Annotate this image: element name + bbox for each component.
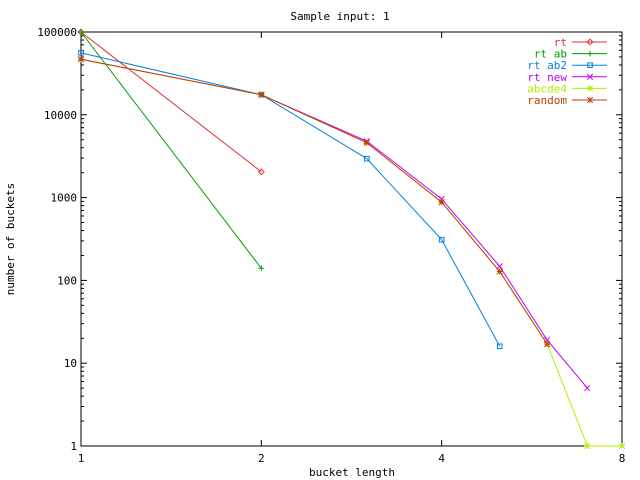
legend-label: abcde4 xyxy=(527,82,567,95)
legend-label: rt xyxy=(554,36,567,49)
x-axis-label: bucket length xyxy=(309,466,395,479)
legend-marker xyxy=(586,38,594,46)
data-point xyxy=(258,91,265,98)
legend-label: rt ab xyxy=(534,48,567,61)
data-point-stroke xyxy=(77,55,85,63)
legend-marker xyxy=(587,62,593,69)
data-point-stroke xyxy=(496,268,503,275)
legend-label: rt new xyxy=(527,71,567,84)
series-rt-new xyxy=(77,55,591,392)
series-line xyxy=(80,58,548,345)
series-rt xyxy=(77,28,265,176)
data-point-stroke xyxy=(258,91,265,98)
y-axis-label: number of buckets xyxy=(4,183,17,296)
data-point xyxy=(77,55,85,63)
data-point xyxy=(584,442,591,450)
data-point xyxy=(496,343,503,350)
data-point-stroke xyxy=(584,442,591,450)
data-point-shape xyxy=(364,155,370,162)
series-line xyxy=(80,31,262,269)
series-random xyxy=(77,55,551,348)
legend-label: rt ab2 xyxy=(527,59,567,72)
series-line xyxy=(80,31,262,173)
data-point xyxy=(364,155,370,162)
y-tick-label: 1 xyxy=(70,440,77,453)
data-point-stroke xyxy=(618,442,626,450)
y-tick-label: 100000 xyxy=(37,26,77,39)
data-point-shape xyxy=(78,50,84,56)
data-point-shape xyxy=(438,236,445,243)
data-point-stroke xyxy=(363,139,370,146)
series-line xyxy=(80,58,588,389)
legend-marker-shape xyxy=(587,62,593,69)
legend-marker-stroke xyxy=(586,85,594,92)
x-tick-label: 8 xyxy=(619,452,626,465)
legend-marker xyxy=(586,85,594,92)
legend-marker xyxy=(586,96,594,104)
x-tick-label: 4 xyxy=(438,452,445,465)
plot-frame xyxy=(80,31,623,447)
legend-marker-stroke xyxy=(586,73,594,80)
data-point xyxy=(257,168,265,176)
data-point xyxy=(584,384,591,392)
x-tick-label: 1 xyxy=(78,452,85,465)
legend-marker-stroke xyxy=(586,96,594,104)
data-point xyxy=(618,442,626,450)
series-abcde4 xyxy=(77,55,626,450)
data-point xyxy=(544,340,551,348)
data-point-shape xyxy=(496,343,503,350)
x-tick-label: 2 xyxy=(258,452,265,465)
chart-title: Sample input: 1 xyxy=(290,10,389,23)
data-point xyxy=(438,199,445,206)
series-group xyxy=(77,28,626,450)
data-point xyxy=(496,263,503,270)
y-tick-label: 1000 xyxy=(51,192,78,205)
series-line xyxy=(80,52,501,347)
legend-marker xyxy=(586,73,594,80)
y-tick-label: 100 xyxy=(57,274,77,287)
y-tick-label: 10 xyxy=(64,357,77,370)
data-point-stroke xyxy=(438,199,445,206)
data-point-stroke xyxy=(584,384,591,392)
legend-label: random xyxy=(527,94,567,107)
data-point xyxy=(78,29,84,35)
data-point xyxy=(363,139,370,146)
legend-marker-shape xyxy=(586,38,594,46)
y-tick-label: 10000 xyxy=(44,109,77,122)
data-point-stroke xyxy=(544,340,551,348)
data-point xyxy=(438,236,445,243)
series-line xyxy=(80,58,622,447)
data-point xyxy=(258,265,265,272)
legend-marker xyxy=(587,50,593,57)
data-point xyxy=(78,50,84,56)
series-rt-ab xyxy=(78,29,265,272)
data-point xyxy=(496,268,503,275)
data-point-stroke xyxy=(496,263,503,270)
data-point-shape xyxy=(257,168,265,176)
